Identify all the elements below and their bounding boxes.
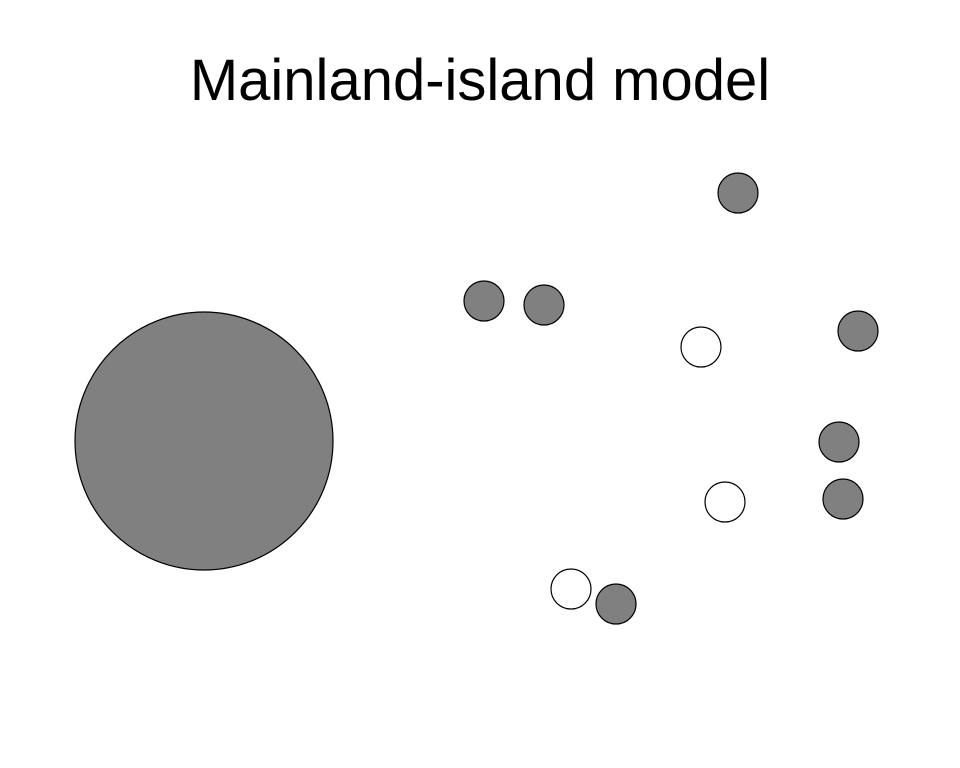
diagram-title: Mainland-island model	[189, 48, 771, 113]
island-patch	[595, 583, 637, 625]
island-patch	[550, 568, 592, 610]
island-patch	[837, 310, 879, 352]
mainland-patch	[74, 311, 334, 571]
island-patch	[818, 421, 860, 463]
island-patch	[680, 326, 722, 368]
island-patch	[523, 284, 565, 326]
island-patch	[704, 481, 746, 523]
island-patch	[822, 478, 864, 520]
island-patch	[463, 280, 505, 322]
island-patch	[717, 172, 759, 214]
